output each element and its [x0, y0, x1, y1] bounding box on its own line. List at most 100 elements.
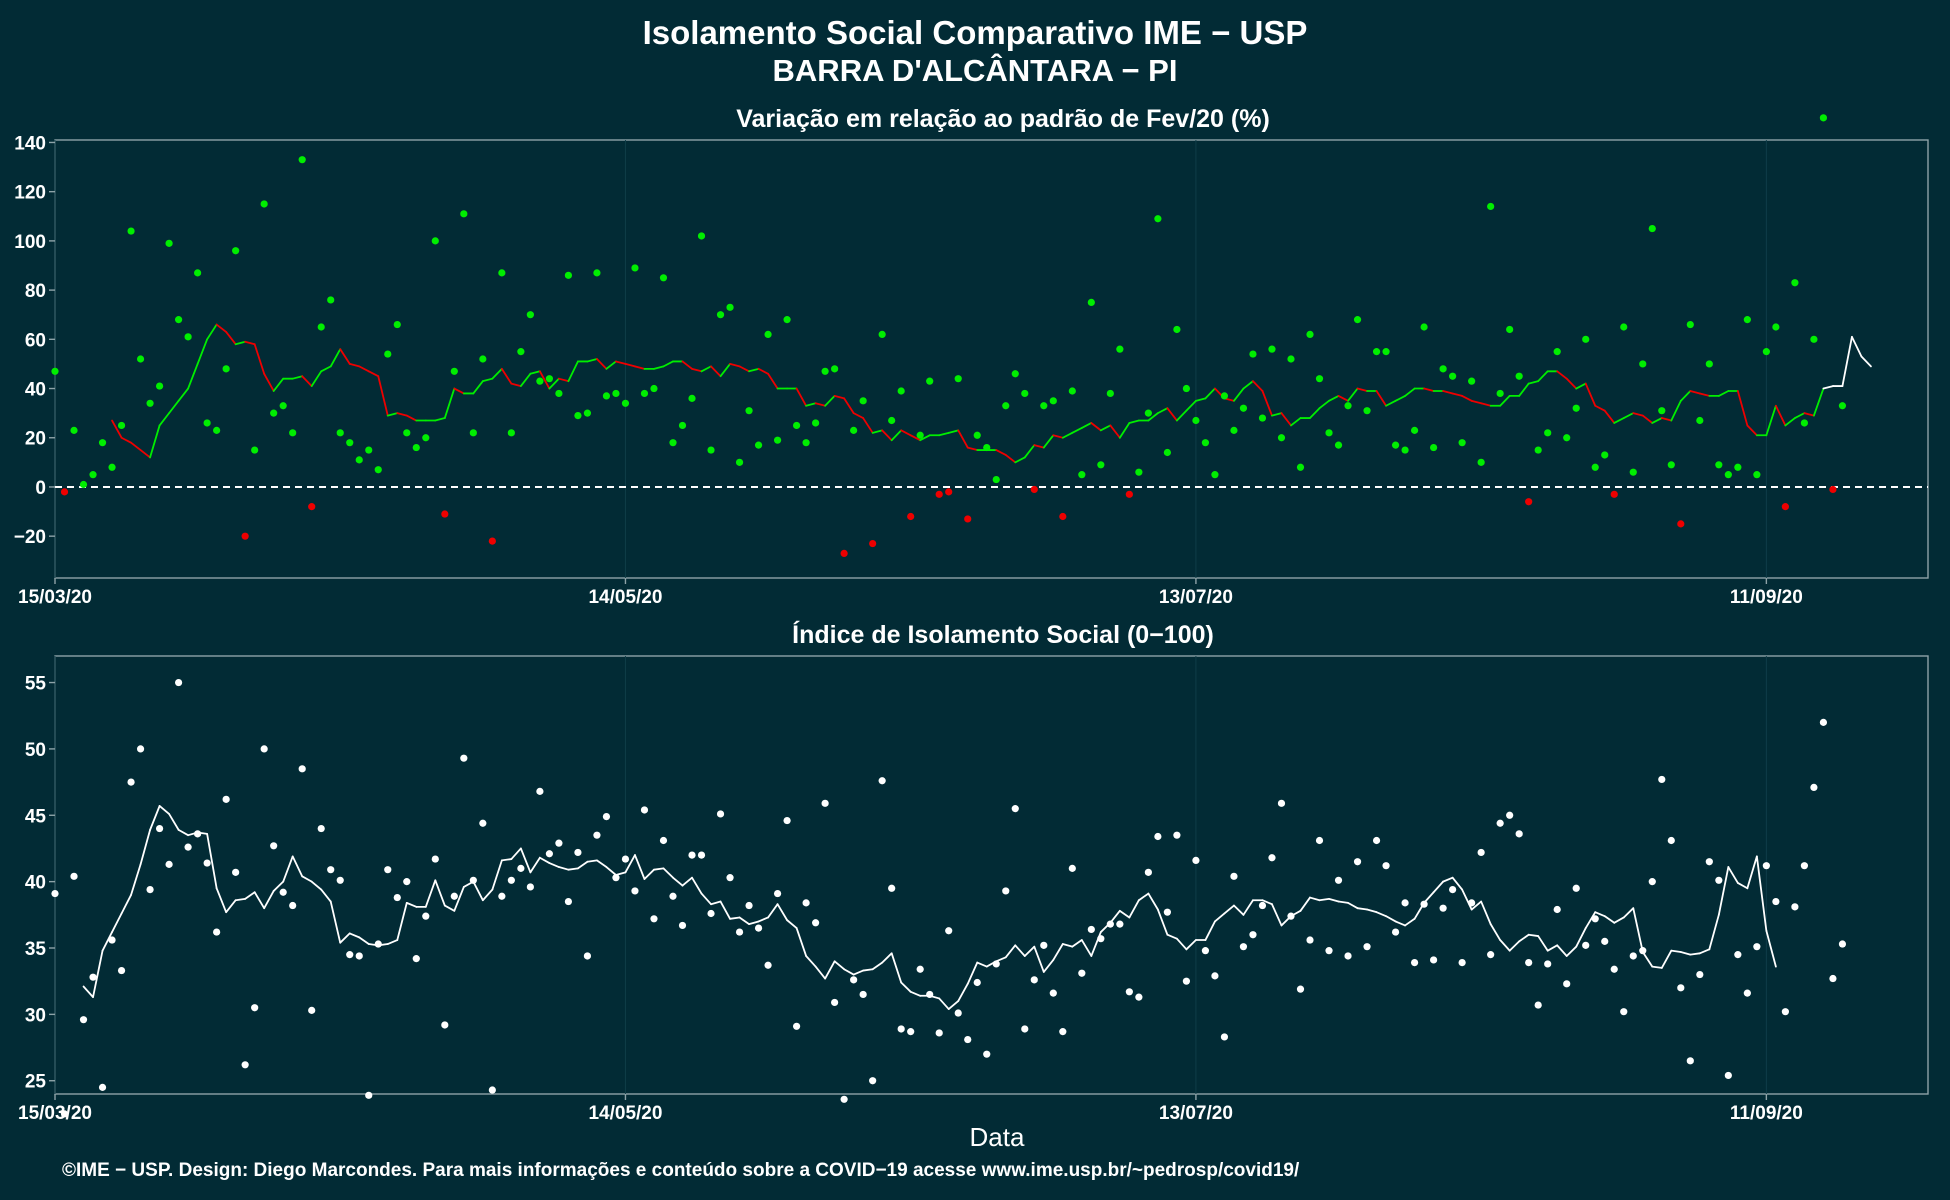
data-point	[869, 1077, 877, 1085]
data-point	[488, 537, 496, 545]
data-point	[460, 210, 468, 218]
data-point	[812, 419, 820, 427]
moving-average-segment	[1736, 882, 1749, 890]
data-point	[1430, 443, 1438, 452]
moving-average-segment	[329, 900, 342, 944]
data-point	[564, 897, 573, 906]
data-point	[1791, 903, 1799, 911]
data-point	[79, 1016, 88, 1024]
data-point	[1620, 323, 1628, 331]
data-point	[317, 824, 325, 833]
data-point	[840, 549, 848, 557]
data-point	[1315, 836, 1324, 845]
data-point	[279, 402, 287, 410]
data-point	[1677, 984, 1685, 992]
moving-average-segment	[92, 949, 104, 999]
data-point	[194, 830, 202, 838]
data-point	[992, 475, 1000, 484]
data-point	[1011, 370, 1019, 378]
moving-average-segment	[1537, 935, 1549, 952]
data-point	[355, 456, 363, 464]
data-point	[1097, 935, 1105, 943]
y-tick-label: 120	[14, 183, 46, 204]
data-point	[136, 745, 145, 753]
moving-average-segment	[805, 955, 817, 968]
data-point	[1544, 960, 1552, 968]
variation-panel: 15/03/20 14/05/20 13/07/20 11/09/20 140 120 10…	[14, 114, 1929, 608]
data-point	[308, 1006, 316, 1014]
moving-average-segment	[1318, 399, 1330, 410]
moving-average-segment	[1385, 915, 1397, 923]
data-point	[1182, 384, 1191, 393]
data-point	[1211, 471, 1219, 479]
data-point	[754, 441, 763, 449]
data-point	[374, 940, 382, 948]
moving-average-segment	[1451, 876, 1464, 891]
data-point	[1458, 439, 1466, 447]
moving-average-segment	[814, 965, 827, 980]
data-point	[450, 367, 458, 375]
data-point	[174, 678, 183, 687]
data-point	[203, 419, 211, 427]
data-point	[1258, 414, 1267, 422]
moving-average-segment	[1698, 392, 1711, 397]
data-point	[1487, 951, 1495, 959]
y-tick-label: 40	[25, 873, 46, 894]
moving-average-segment	[643, 868, 655, 880]
data-point	[1762, 862, 1770, 870]
data-point	[1610, 490, 1618, 498]
moving-average-segment	[348, 932, 361, 939]
moving-average-segment	[519, 847, 532, 874]
data-point	[1192, 416, 1200, 425]
moving-average-segment	[814, 402, 827, 407]
data-point	[764, 961, 772, 969]
moving-average-segment	[1052, 434, 1064, 439]
data-point	[650, 384, 658, 393]
data-point	[935, 490, 943, 498]
data-point	[1201, 439, 1210, 447]
data-point	[1667, 836, 1675, 845]
data-point	[1334, 876, 1343, 884]
data-point	[1325, 429, 1333, 437]
moving-average-segment	[1309, 896, 1321, 902]
data-point	[1458, 959, 1466, 967]
moving-average-segment	[1480, 402, 1492, 407]
data-point	[203, 859, 211, 867]
moving-average-segment	[653, 867, 665, 871]
data-point	[1724, 471, 1732, 479]
data-point	[479, 355, 487, 363]
data-point	[317, 323, 325, 331]
data-point	[1800, 419, 1809, 427]
data-point	[346, 439, 354, 447]
data-point	[1715, 876, 1723, 884]
data-point	[412, 955, 420, 963]
moving-average-segment	[1394, 920, 1406, 927]
data-point	[831, 998, 839, 1007]
moving-average-segment	[957, 429, 969, 449]
data-point	[155, 824, 164, 833]
moving-average-segment	[596, 358, 608, 370]
moving-average-segment	[310, 370, 323, 387]
data-point	[878, 330, 886, 338]
moving-average-segment	[1042, 434, 1055, 449]
data-point	[279, 888, 287, 896]
moving-average-segment	[890, 952, 903, 984]
moving-average-segment	[738, 916, 750, 926]
footer-credit: ©IME − USP. Design: Diego Marcondes. Par…	[62, 1160, 1300, 1181]
moving-average-segment	[890, 429, 903, 442]
moving-average-segment	[1071, 939, 1083, 948]
moving-average-segment	[1204, 387, 1216, 400]
data-point	[640, 389, 649, 398]
moving-average-segment	[320, 365, 332, 373]
data-point	[403, 878, 411, 886]
moving-average-segment	[767, 903, 779, 919]
data-point	[108, 463, 116, 471]
moving-average-segment	[1375, 911, 1387, 918]
data-point	[1743, 989, 1751, 997]
moving-average-segment	[1717, 390, 1730, 397]
moving-average-segment	[111, 419, 123, 439]
moving-average-segment	[757, 916, 769, 923]
moving-average-segment	[995, 449, 1007, 456]
data-point	[545, 375, 553, 383]
